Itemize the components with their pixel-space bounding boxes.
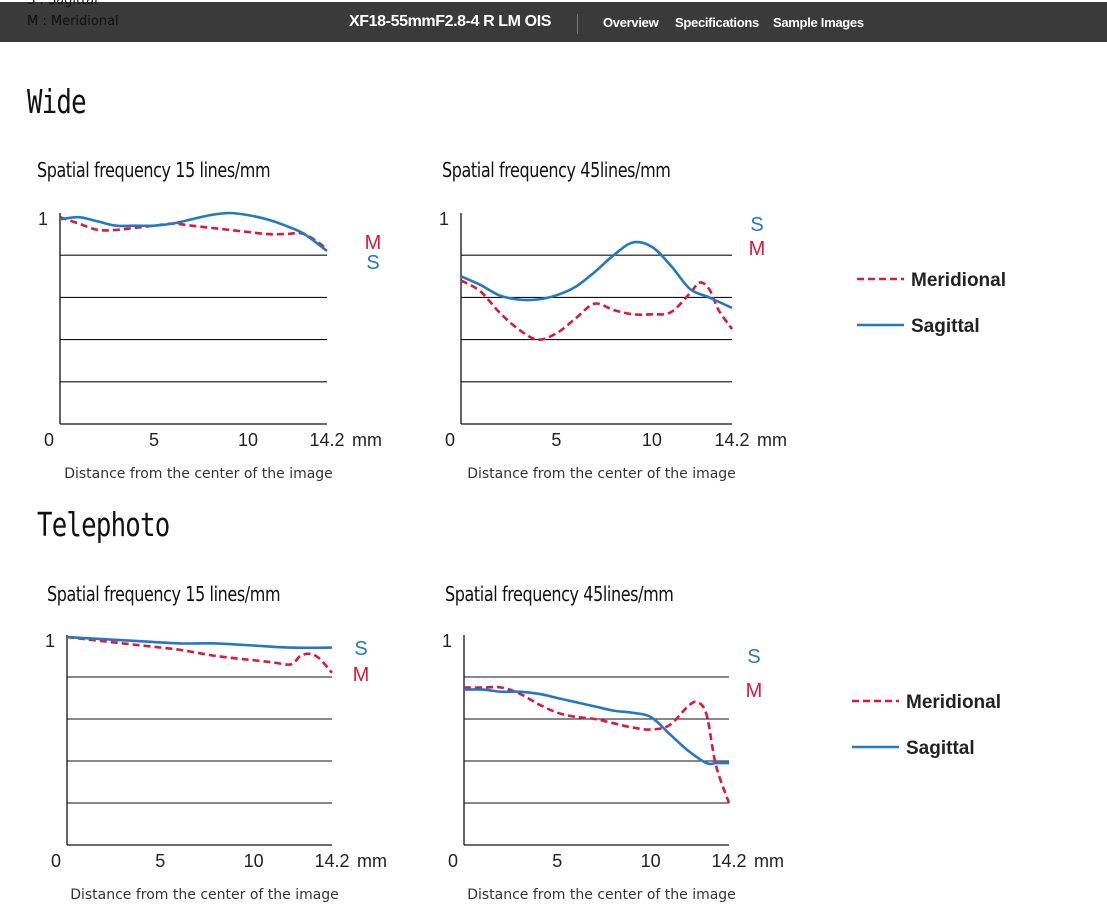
x-unit-label: mm (754, 851, 784, 871)
series-line-meridional (460, 279, 734, 341)
x-tick-label: 5 (155, 851, 165, 871)
x-tick-label: 14.2 (309, 430, 344, 450)
product-title: XF18-55mmF2.8-4 R LM OIS (349, 13, 552, 30)
x-tick-label: 10 (641, 851, 661, 871)
legend-label-meridional: Meridional (911, 270, 1006, 291)
series-line-sagittal (460, 240, 733, 310)
x-axis-title: Distance from the center of the image (64, 466, 333, 482)
series-label-sagittal: S (366, 252, 379, 274)
nav-divider (577, 14, 578, 34)
legend-wide: Meridional Sagittal (857, 270, 1006, 337)
x-tick-label: 0 (44, 430, 54, 450)
series-label-sagittal: S (747, 646, 760, 668)
y-tick-label: 1 (45, 631, 55, 651)
chart-title-wide-15: Spatial frequency 15 lines/mm (37, 158, 271, 182)
x-tick-label: 14.2 (711, 851, 746, 871)
x-axis-title: Distance from the center of the image (467, 466, 736, 482)
x-tick-label: 10 (238, 430, 258, 450)
nav-specifications-link[interactable]: Specifications (675, 15, 759, 30)
series-label-meridional: M (746, 680, 763, 702)
chart-title-tele-15: Spatial frequency 15 lines/mm (47, 582, 281, 606)
series-label-sagittal: S (750, 214, 763, 236)
x-axis-title: Distance from the center of the image (70, 887, 339, 903)
x-tick-label: 10 (244, 851, 264, 871)
series-line-meridional (463, 685, 731, 804)
x-tick-label: 5 (551, 430, 561, 450)
x-tick-label: 5 (552, 851, 562, 871)
legend-telephoto: Meridional Sagittal (852, 692, 1001, 759)
legend-abbrev-meridional: M : Meridional (27, 14, 119, 29)
chart-title-tele-45: Spatial frequency 45lines/mm (445, 582, 674, 606)
nav-sample-images-link[interactable]: Sample Images (773, 15, 864, 30)
chart-title-wide-45: Spatial frequency 45lines/mm (442, 158, 671, 182)
series-line-sagittal (463, 688, 729, 766)
x-tick-label: 0 (51, 851, 61, 871)
y-tick-label: 1 (442, 631, 452, 651)
top-nav-bar: S : Sagittal M : Meridional XF18-55mmF2.… (0, 0, 1107, 42)
series-line-sagittal (59, 211, 328, 253)
x-unit-label: mm (757, 430, 787, 450)
x-tick-label: 14.2 (714, 430, 749, 450)
x-unit-label: mm (352, 430, 382, 450)
legend-label-meridional: Meridional (906, 692, 1001, 713)
series-line-sagittal (66, 635, 333, 650)
y-tick-label: 1 (38, 209, 48, 229)
x-tick-label: 5 (149, 430, 159, 450)
nav-overview-link[interactable]: Overview (603, 15, 659, 30)
series-label-meridional: M (365, 232, 382, 254)
x-tick-label: 14.2 (314, 851, 349, 871)
x-unit-label: mm (357, 851, 387, 871)
legend-label-sagittal: Sagittal (906, 738, 975, 759)
series-label-meridional: M (353, 664, 370, 686)
series-label-sagittal: S (354, 638, 367, 660)
legend-abbrev-sagittal: S : Sagittal (27, 0, 98, 8)
y-tick-label: 1 (439, 209, 449, 229)
x-tick-label: 0 (445, 430, 455, 450)
series-label-meridional: M (749, 238, 766, 260)
section-title-telephoto: Telephoto (37, 505, 170, 544)
series-line-meridional (66, 635, 333, 674)
x-tick-label: 0 (448, 851, 458, 871)
x-tick-label: 10 (642, 430, 662, 450)
section-title-wide: Wide (27, 82, 87, 121)
series-line-meridional (59, 215, 328, 250)
legend-label-sagittal: Sagittal (911, 316, 980, 337)
x-axis-title: Distance from the center of the image (467, 887, 736, 903)
